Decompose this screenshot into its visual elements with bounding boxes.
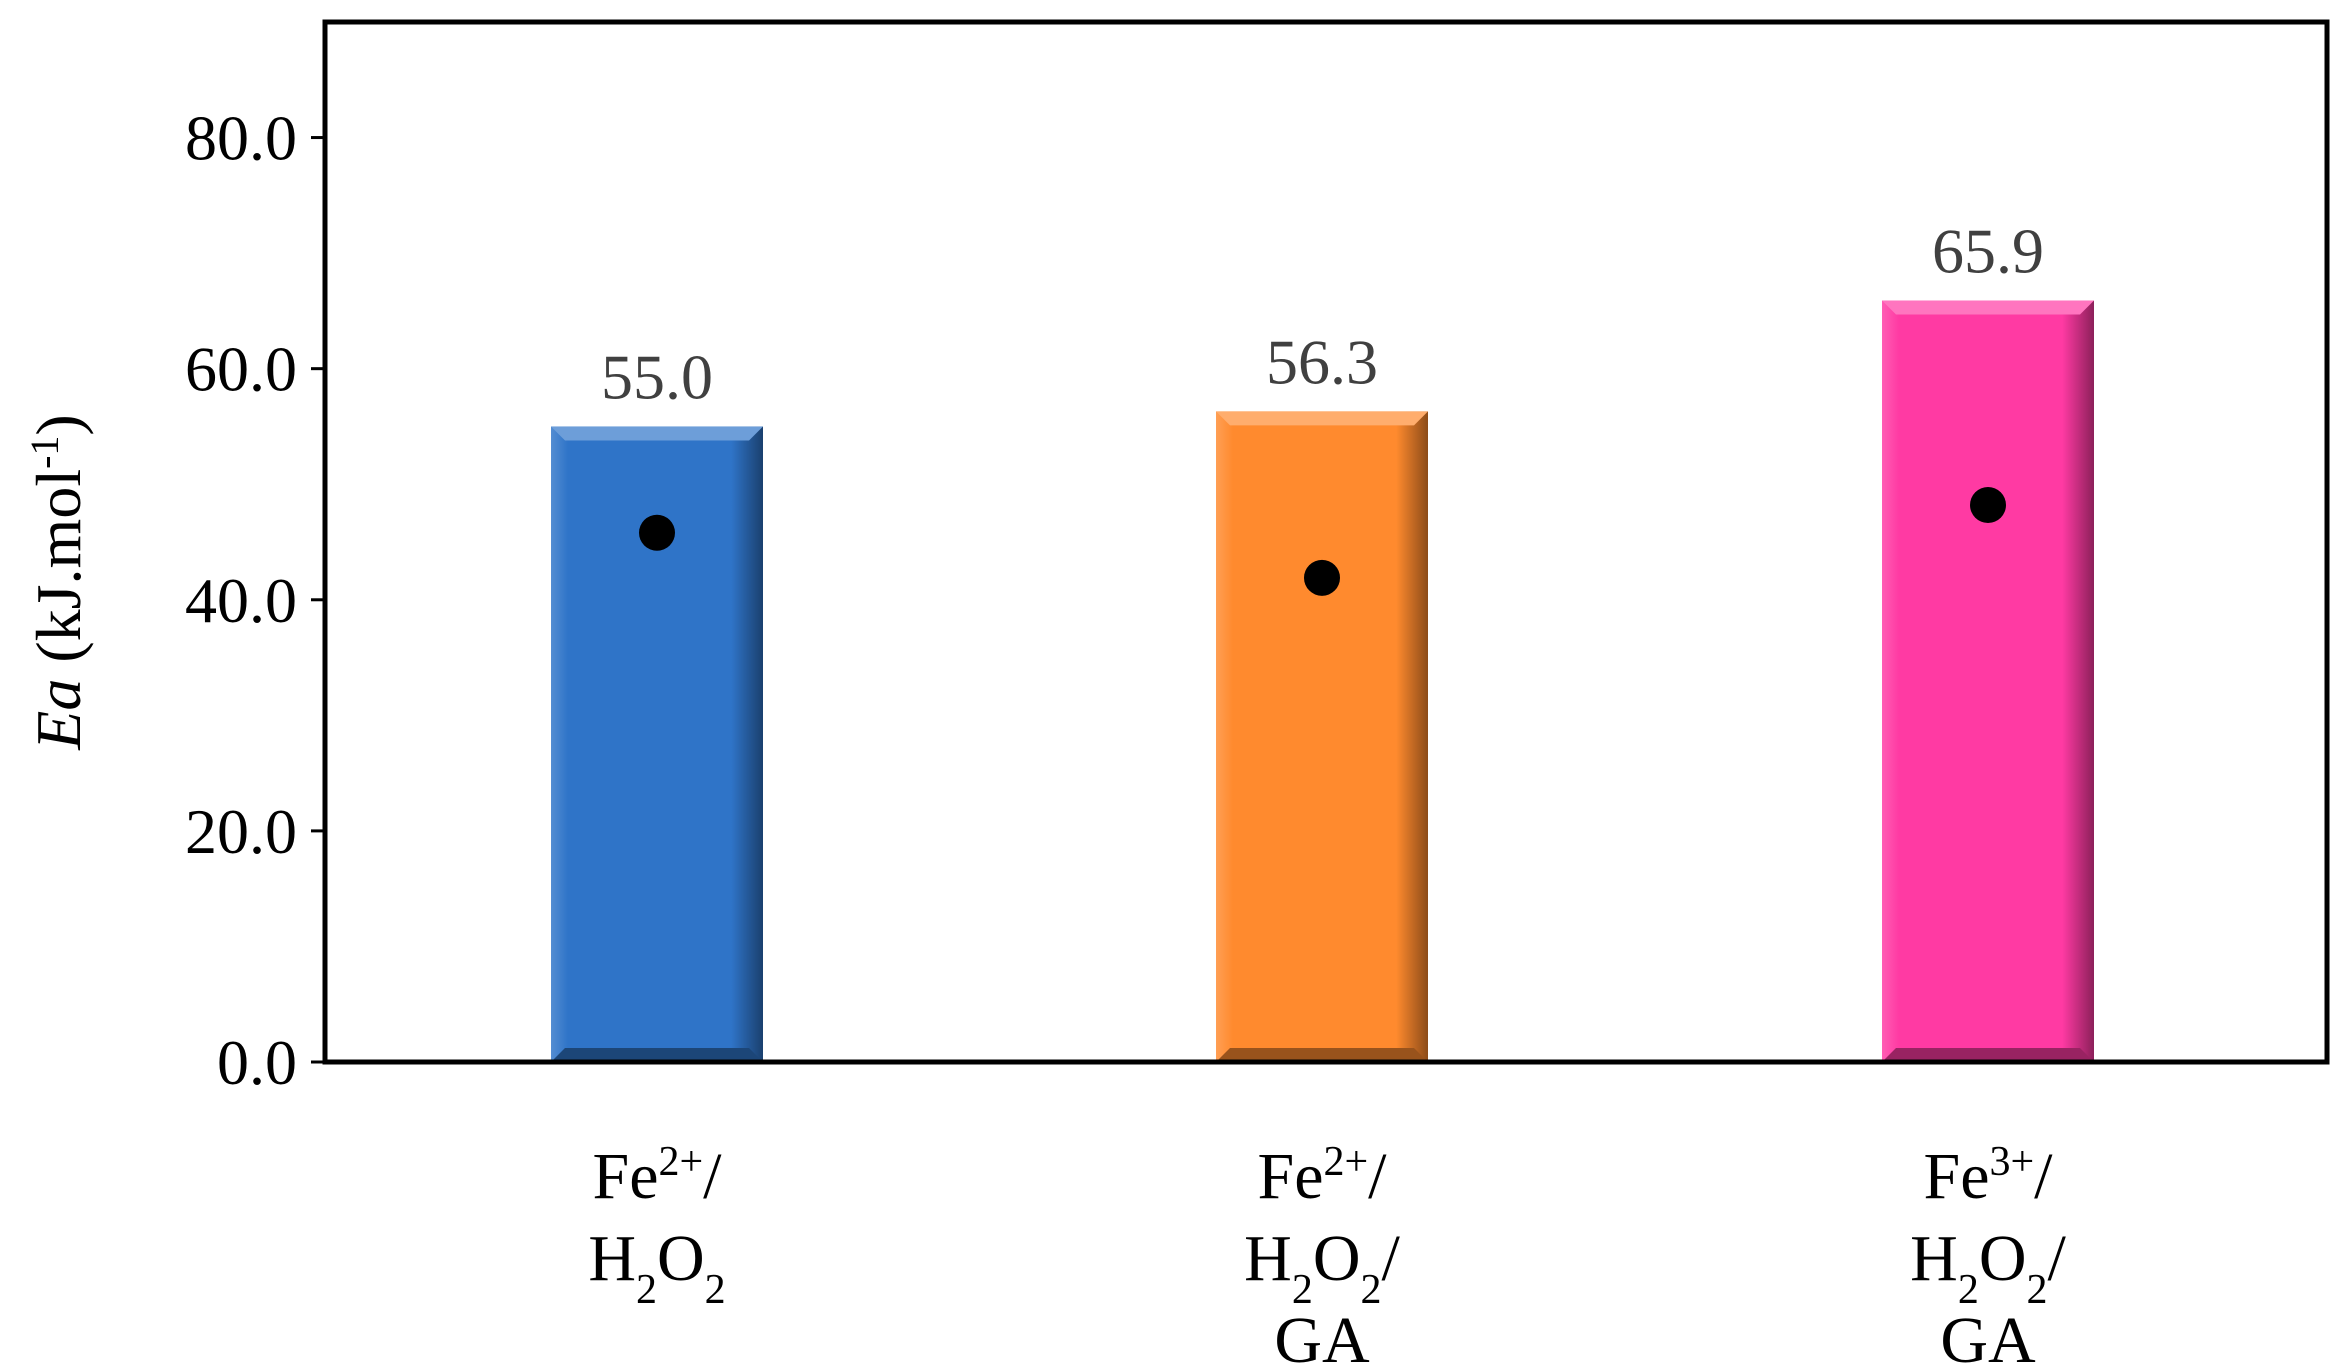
value-label-1: 55.0 <box>601 341 713 412</box>
x-category-line: H2O2/ <box>1910 1222 2066 1313</box>
value-labels-layer: 55.0 56.3 65.9 <box>601 215 2044 412</box>
plot-border <box>322 19 2330 1065</box>
value-label-2: 56.3 <box>1266 326 1378 397</box>
x-category-line: Fe2+/ <box>1257 1139 1387 1213</box>
x-category-line: GA <box>1274 1304 1370 1363</box>
x-category-line: Fe2+/ <box>592 1139 722 1213</box>
bar-top-bevel <box>1216 411 1428 426</box>
y-axis: 0.0 20.0 40.0 60.0 80.0 <box>185 103 325 1098</box>
marker-point-1 <box>639 514 675 551</box>
value-label-3: 65.9 <box>1932 215 2044 286</box>
x-category-label-2: Fe2+/ H2O2/GA <box>1244 1139 1400 1368</box>
y-tick-label: 20.0 <box>185 796 297 867</box>
y-tick-label: 80.0 <box>185 103 297 174</box>
bar-bottom-bevel <box>551 1048 763 1062</box>
bar-bottom-bevel <box>1882 1048 2094 1062</box>
y-axis-title: Ea (kJ.mol-1) <box>22 414 95 751</box>
marker-point-3 <box>1970 487 2006 524</box>
y-tick-label: 60.0 <box>185 334 297 405</box>
y-tick-label: 0.0 <box>217 1027 297 1098</box>
bar-3 <box>1882 300 2094 1062</box>
x-category-line: Fe3+/ <box>1923 1139 2053 1213</box>
markers-layer <box>639 487 2006 596</box>
y-axis-title-text: Ea (kJ.mol-1) <box>22 414 95 751</box>
x-category-line: H2O2/ <box>1244 1222 1400 1313</box>
bar-top-bevel <box>551 426 763 441</box>
x-category-line: H2O2 <box>588 1222 725 1313</box>
x-category-label-1: Fe2+/ H2O2 <box>588 1139 725 1313</box>
bars-layer <box>551 300 2094 1062</box>
bar-bottom-bevel <box>1216 1048 1428 1062</box>
x-category-label-3: Fe3+/ H2O2/GA <box>1910 1139 2066 1368</box>
x-category-line: GA <box>1940 1304 2036 1363</box>
bar-top-bevel <box>1882 300 2094 315</box>
x-axis: Fe2+/ H2O2 Fe2+/ H2O2/GA Fe3+/ H2O2/GA <box>588 1139 2066 1368</box>
plot-frame <box>322 19 2330 1065</box>
y-tick-label: 40.0 <box>185 565 297 636</box>
bar-2 <box>1216 411 1428 1062</box>
marker-point-2 <box>1304 559 1340 596</box>
